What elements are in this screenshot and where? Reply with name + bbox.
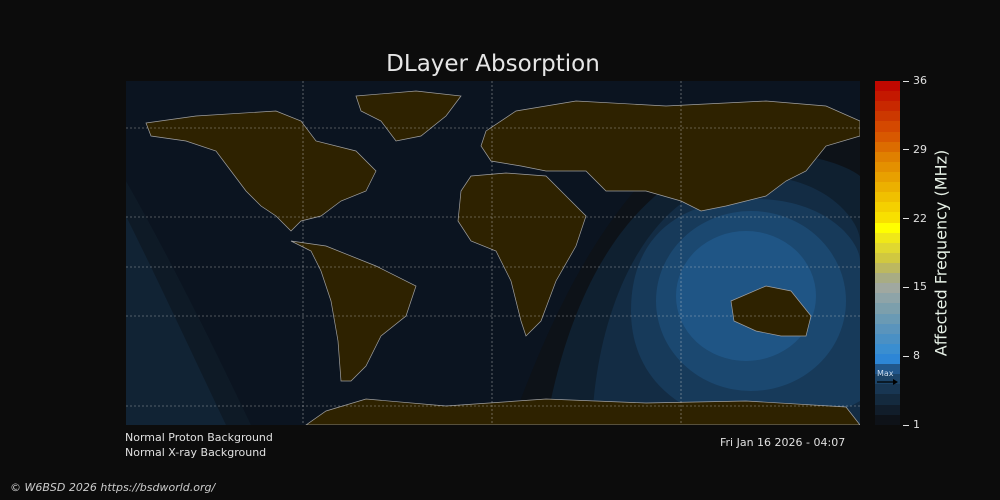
night-side-shading [126, 181, 251, 425]
antarctica [305, 398, 860, 425]
colorbar [875, 81, 900, 425]
colorbar-band [875, 353, 900, 365]
proton-status: Normal Proton Background [125, 431, 273, 444]
colorbar-band [875, 404, 900, 415]
colorbar-band [875, 171, 900, 183]
colorbar-band [875, 303, 900, 314]
colorbar-band [875, 414, 900, 425]
colorbar-band [875, 323, 900, 334]
colorbar-tick: 15 [903, 280, 927, 294]
colorbar-band [875, 141, 900, 152]
colorbar-band [875, 121, 900, 132]
colorbar-tick: 8 [903, 349, 920, 363]
colorbar-band [875, 202, 900, 213]
colorbar-band [875, 222, 900, 233]
colorbar-band [875, 313, 900, 324]
south-america [290, 240, 417, 382]
grid-lines [126, 81, 860, 425]
colorbar-band [875, 161, 900, 172]
eurasia [480, 100, 860, 212]
colorbar-band [875, 111, 900, 122]
colorbar-tick: 22 [903, 212, 927, 226]
colorbar-band [875, 101, 900, 112]
colorbar-band [875, 262, 900, 274]
colorbar-band [875, 384, 900, 395]
max-marker-label: Max [877, 369, 894, 378]
timestamp: Fri Jan 16 2026 - 04:07 [720, 436, 846, 449]
colorbar-label-wrap: Affected Frequency (MHz) [932, 150, 951, 356]
colorbar-band [875, 242, 900, 253]
colorbar-band [875, 273, 900, 284]
colorbar-band [875, 252, 900, 263]
colorbar-band [875, 333, 900, 344]
colorbar-band [875, 192, 900, 203]
colorbar-band [875, 182, 900, 193]
colorbar-band [875, 374, 900, 385]
chart-title: DLayer Absorption [386, 51, 600, 77]
absorption-map [126, 81, 860, 425]
colorbar-band [875, 293, 900, 304]
colorbar-band [875, 394, 900, 405]
colorbar-tick: 36 [903, 74, 927, 88]
colorbar-band [875, 212, 900, 223]
colorbar-band [875, 232, 900, 243]
colorbar-label: Affected Frequency (MHz) [932, 150, 951, 356]
colorbar-band [875, 151, 900, 162]
copyright: © W6BSD 2026 https://bsdworld.org/ [10, 481, 216, 494]
greenland [355, 90, 462, 142]
colorbar-tick: 29 [903, 143, 927, 157]
colorbar-band [875, 283, 900, 294]
africa [457, 172, 587, 337]
colorbar-tick: 1 [903, 418, 920, 432]
continents [145, 90, 860, 425]
colorbar-band [875, 81, 900, 92]
colorbar-band [875, 131, 900, 142]
max-arrow-icon [877, 379, 898, 385]
north-america [145, 110, 377, 232]
colorbar-band [875, 364, 900, 375]
colorbar-band [875, 91, 900, 102]
australia [730, 285, 812, 337]
colorbar-band [875, 343, 900, 354]
xray-status: Normal X-ray Background [125, 446, 267, 459]
